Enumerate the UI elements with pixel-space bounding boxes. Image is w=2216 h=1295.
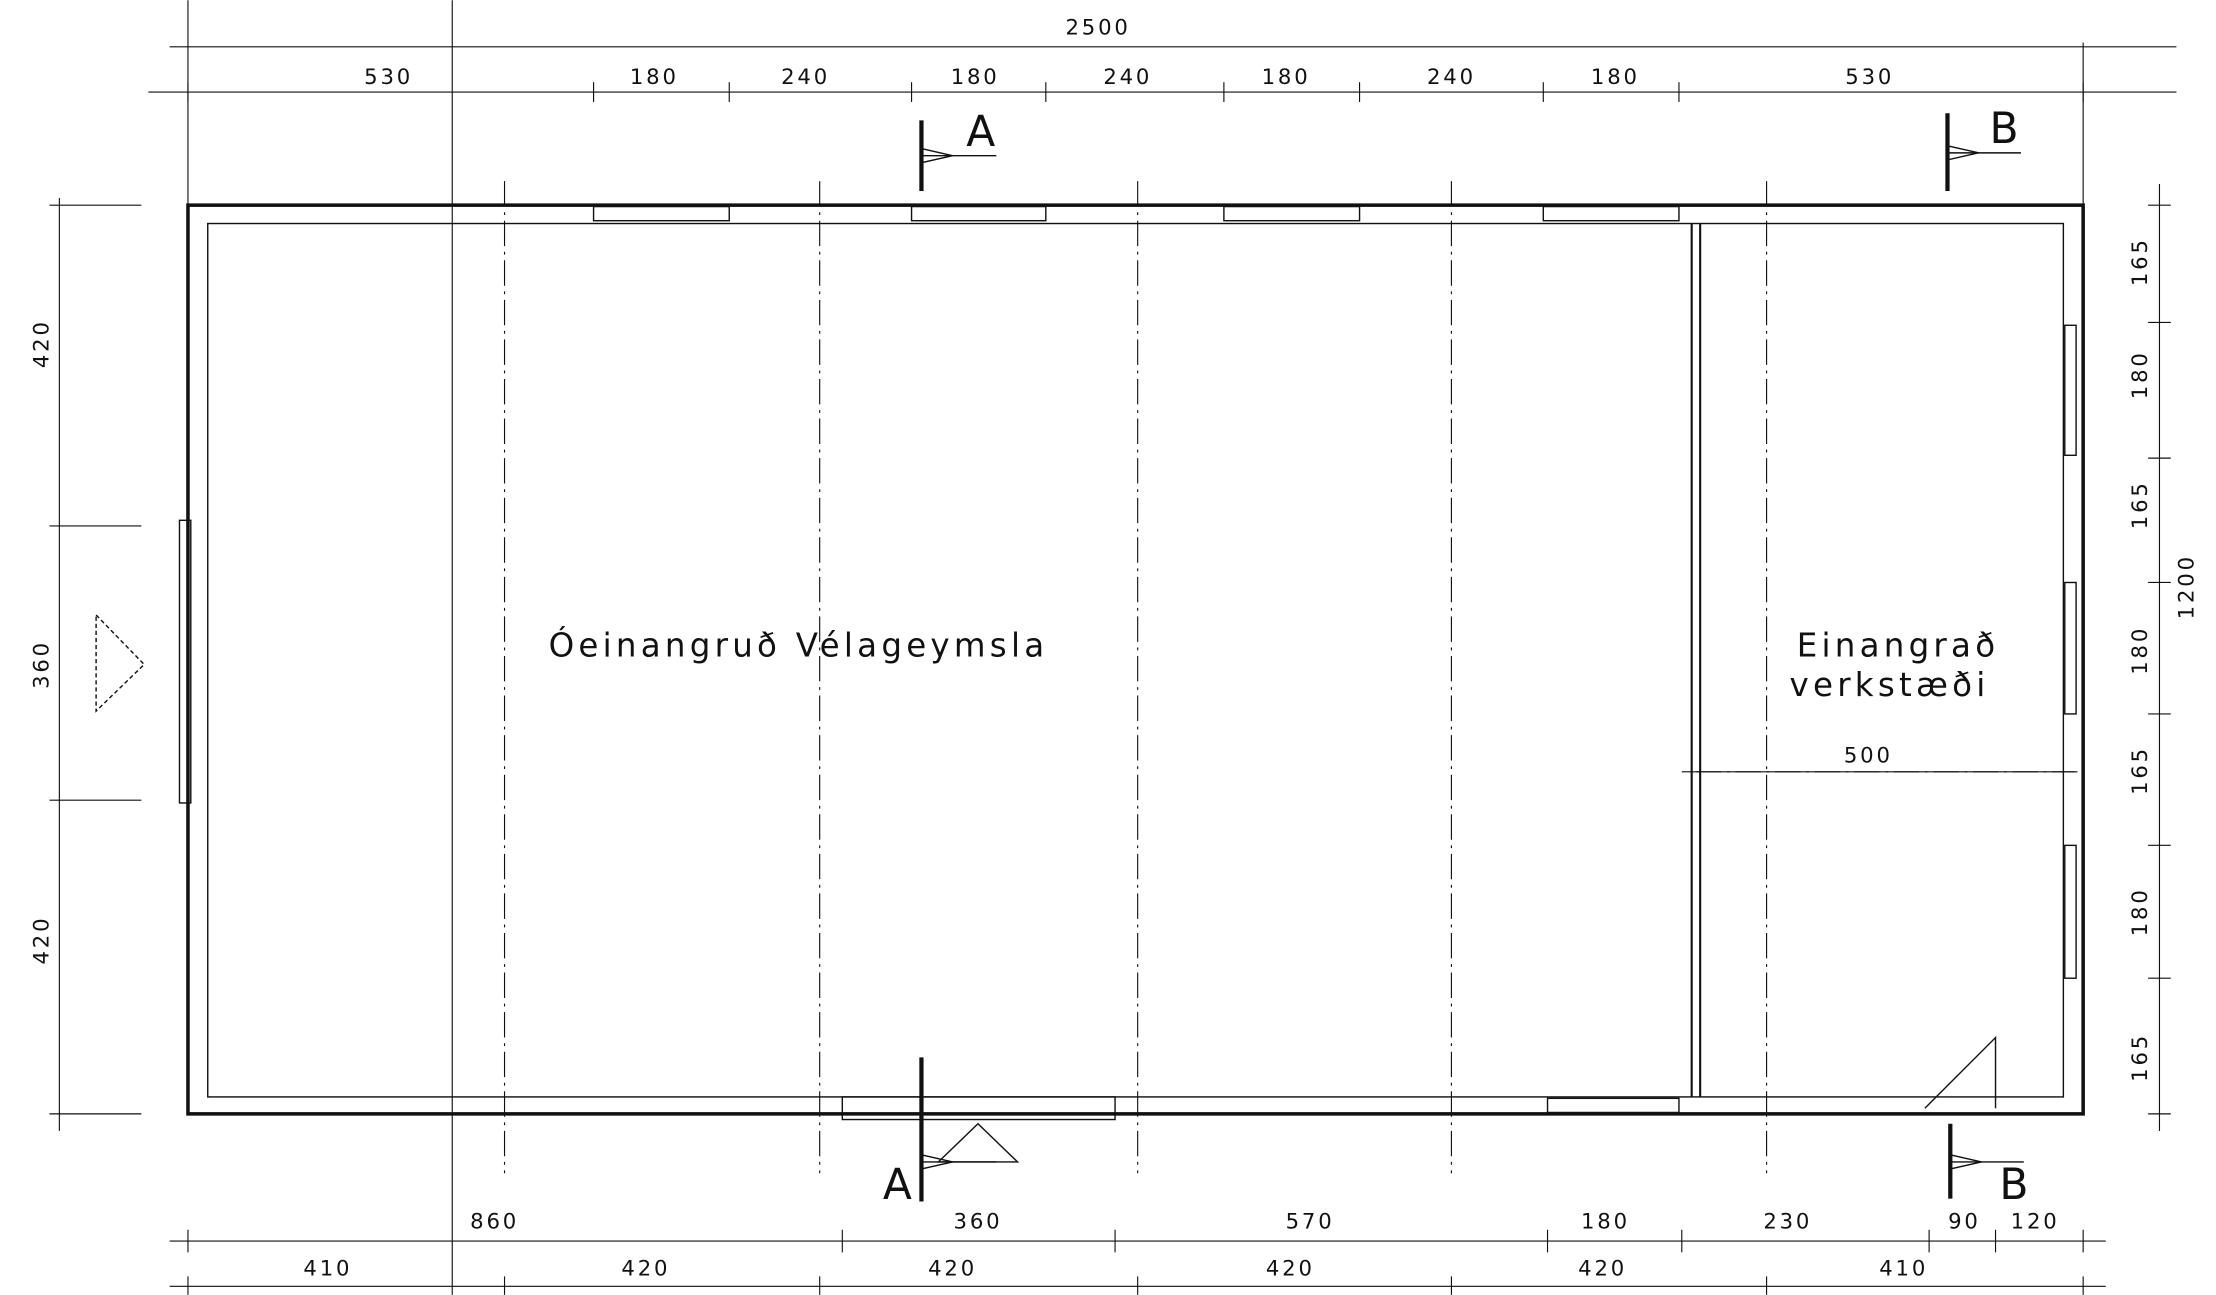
label: 420 [28, 916, 53, 965]
section-arrow [1946, 144, 1979, 161]
label: 230 [1763, 1209, 1812, 1234]
label: 420 [28, 319, 53, 368]
label: 180 [2127, 887, 2152, 936]
label: 165 [2127, 237, 2152, 286]
label: verkstæði [1789, 666, 1989, 704]
label: 420 [1578, 1255, 1627, 1280]
walls [49, 0, 2177, 1295]
label: 180 [1581, 1209, 1630, 1234]
window [1223, 205, 1361, 222]
label: 180 [1262, 64, 1311, 89]
label: 180 [1591, 64, 1640, 89]
label: B [1989, 104, 2018, 153]
window [910, 205, 1047, 222]
label: Óeinangruð Vélageymsla [549, 626, 1049, 665]
label: 240 [1427, 64, 1476, 89]
label: 120 [2011, 1209, 2060, 1234]
label: 570 [1286, 1209, 1335, 1234]
label: 180 [2127, 626, 2152, 675]
label: 165 [2127, 480, 2152, 529]
label: 420 [621, 1255, 670, 1280]
label: 180 [2127, 350, 2152, 399]
label: 240 [1103, 64, 1152, 89]
window [1542, 205, 1680, 222]
window [2064, 581, 2077, 715]
label: 360 [954, 1209, 1003, 1234]
label: Einangrað [1797, 627, 2000, 665]
window [2064, 324, 2077, 457]
label: 410 [303, 1255, 352, 1280]
section-arrow [920, 1153, 953, 1170]
label: 420 [928, 1255, 977, 1280]
window [592, 205, 730, 222]
label: 530 [1845, 64, 1894, 89]
label: 2500 [1065, 14, 1130, 39]
label: 500 [1844, 742, 1893, 767]
window [1546, 1097, 1680, 1114]
label: 240 [781, 64, 830, 89]
label: 420 [1266, 1255, 1315, 1280]
label: 180 [630, 64, 679, 89]
label: A [883, 1160, 912, 1209]
label: 90 [1948, 1209, 1981, 1234]
label: 165 [2127, 746, 2152, 795]
section-arrow [920, 147, 953, 164]
label: 530 [364, 64, 413, 89]
window [2064, 844, 2077, 979]
label: 165 [2127, 1033, 2152, 1082]
label: B [1999, 1160, 2028, 1209]
label: 410 [1879, 1255, 1928, 1280]
label: 860 [470, 1209, 519, 1234]
section-arrow [1949, 1153, 1982, 1170]
label: 1200 [2174, 554, 2199, 619]
label: 360 [28, 640, 53, 689]
label: A [966, 107, 995, 156]
label: 180 [951, 64, 1000, 89]
